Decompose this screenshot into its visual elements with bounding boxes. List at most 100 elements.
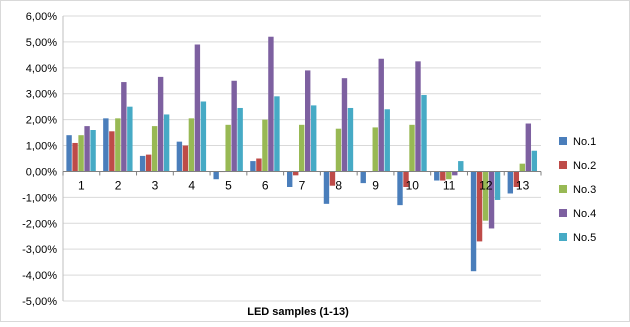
- bar: [446, 171, 452, 180]
- y-tick-label: 5,00%: [26, 37, 57, 49]
- bar: [176, 141, 183, 172]
- bar: [182, 145, 189, 172]
- bar: [287, 171, 293, 187]
- bar: [488, 171, 495, 229]
- y-tick-label: -5,00%: [22, 296, 57, 308]
- x-tick-label: 6: [262, 178, 269, 192]
- bar: [519, 163, 526, 172]
- legend-swatch: [559, 185, 567, 193]
- bar: [78, 135, 84, 172]
- y-tick-label: 6,00%: [26, 11, 57, 23]
- bar: [311, 105, 317, 172]
- bar: [268, 36, 274, 172]
- x-tick-label: 10: [406, 178, 420, 192]
- y-tick-label: 3,00%: [26, 89, 57, 101]
- bar: [329, 171, 336, 186]
- bar: [335, 128, 342, 172]
- bar: [507, 171, 514, 194]
- bar: [452, 171, 458, 176]
- bar: [188, 118, 195, 172]
- legend-label: No.4: [573, 208, 596, 220]
- x-tick-label: 8: [335, 178, 342, 192]
- bar: [434, 171, 440, 181]
- bar: [274, 96, 280, 172]
- y-tick-label: -4,00%: [22, 270, 57, 282]
- bar: [378, 58, 384, 172]
- x-tick-label: 9: [372, 178, 379, 192]
- bar: [347, 107, 354, 172]
- bar: [494, 171, 501, 200]
- bar: [84, 126, 90, 172]
- legend-swatch: [559, 209, 567, 217]
- y-tick-label: 2,00%: [26, 115, 57, 127]
- bar: [127, 106, 133, 172]
- bar: [213, 171, 219, 180]
- bar: [103, 118, 109, 172]
- bar: [262, 119, 268, 172]
- x-tick-label: 2: [115, 178, 122, 192]
- x-tick-label: 5: [225, 178, 232, 192]
- bar: [384, 109, 390, 172]
- x-tick-label: 4: [188, 178, 195, 192]
- y-tick-label: -2,00%: [22, 218, 57, 230]
- bar: [163, 114, 170, 172]
- bar: [109, 131, 115, 172]
- y-tick-label: -1,00%: [22, 192, 57, 204]
- bar: [293, 171, 299, 176]
- bar: [225, 124, 231, 172]
- y-tick-label: 0,00%: [26, 166, 57, 178]
- legend: No.1 No.2 No.3 No.4 No.5: [559, 136, 596, 244]
- bar: [421, 95, 427, 172]
- bar: [139, 155, 146, 172]
- bar: [72, 142, 78, 172]
- x-tick-label: 7: [299, 178, 306, 192]
- bar: [513, 171, 520, 187]
- bar: [482, 171, 489, 221]
- y-tick-label: 4,00%: [26, 63, 57, 75]
- bar: [194, 44, 201, 172]
- bar: [305, 70, 311, 172]
- x-axis-tick-labels: 1 2 3 4 5 6 7 8 9 10 11 12 13: [78, 178, 530, 192]
- bar: [145, 154, 152, 172]
- x-tick-label: 1: [78, 178, 85, 192]
- bars: [62, 36, 542, 272]
- bar: [531, 150, 538, 172]
- x-axis-label: LED samples (1-13): [247, 306, 349, 318]
- bar: [157, 76, 164, 172]
- bar: [458, 161, 464, 172]
- legend-label: No.5: [573, 232, 596, 244]
- bar: [341, 78, 348, 172]
- bar: [525, 123, 532, 172]
- bar: [403, 171, 409, 187]
- x-tick-label: 3: [152, 178, 159, 192]
- legend-label: No.2: [573, 160, 596, 172]
- bar: [66, 135, 72, 172]
- bar: [470, 171, 477, 272]
- bar: [256, 158, 262, 172]
- bar: [121, 82, 127, 172]
- bar: [360, 171, 366, 184]
- bar: [200, 101, 207, 172]
- bar: [250, 161, 256, 172]
- bar: [323, 171, 330, 204]
- y-tick-label: 1,00%: [26, 141, 57, 153]
- x-tick-label: 11: [443, 178, 456, 192]
- legend-swatch: [559, 137, 567, 145]
- bar: [115, 118, 121, 172]
- y-tick-label: -3,00%: [22, 244, 57, 256]
- legend-label: No.3: [573, 184, 596, 196]
- bar: [440, 171, 446, 181]
- bar: [231, 80, 237, 172]
- bar: [299, 124, 305, 172]
- bar: [415, 61, 421, 172]
- legend-label: No.1: [573, 136, 596, 148]
- bar: [372, 127, 378, 172]
- x-tick-label: 12: [479, 178, 493, 192]
- bar: [409, 124, 415, 172]
- y-axis-tick-labels: 6,00% 5,00% 4,00% 3,00% 2,00% 1,00% 0,00% -1,00…: [22, 11, 57, 308]
- bar: [90, 130, 96, 172]
- legend-swatch: [559, 233, 567, 241]
- bar: [151, 126, 158, 172]
- bar: [397, 171, 403, 206]
